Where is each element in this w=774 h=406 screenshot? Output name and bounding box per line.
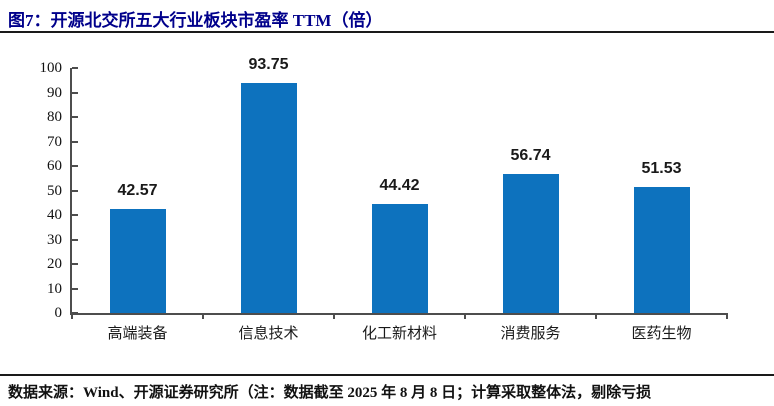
bar-value-label: 56.74 [510, 146, 551, 164]
y-axis-tick [72, 91, 78, 94]
x-axis-tick [595, 313, 597, 319]
bar-value-label: 51.53 [641, 159, 682, 177]
figure-title: 图7：开源北交所五大行业板块市盈率 TTM（倍） [8, 11, 383, 30]
bar [109, 208, 166, 313]
x-tick-label: 化工新材料 [361, 326, 437, 342]
y-tick-label: 90 [47, 84, 62, 101]
bar-chart: 0 10 20 30 40 50 60 70 80 90 100 42.57 高端装备 93.75 信息技术… [39, 56, 728, 342]
y-tick-label: 80 [47, 109, 62, 125]
source-note: 数据来源：Wind、开源证券研究所（注：数据截至 2025 年 8 月 8 日；… [8, 385, 652, 401]
y-axis-tick [72, 312, 78, 314]
x-tick-label: 信息技术 [238, 326, 299, 342]
y-axis-tick [72, 165, 78, 167]
y-axis-tick [72, 214, 78, 216]
y-tick-label: 30 [47, 231, 62, 248]
bar-value-label: 42.57 [117, 181, 158, 199]
bar [502, 173, 559, 313]
y-axis-tick [72, 67, 78, 69]
bar [240, 83, 297, 313]
y-tick-label: 100 [39, 60, 63, 76]
y-tick-label: 0 [54, 305, 63, 321]
x-axis-tick [726, 313, 728, 319]
x-axis-tick [464, 313, 466, 319]
y-axis-tick [72, 189, 78, 192]
y-tick-label: 70 [47, 133, 62, 150]
y-axis-tick [72, 263, 78, 265]
y-tick-label: 50 [47, 182, 62, 199]
footer-divider [0, 374, 774, 376]
x-axis-tick [202, 313, 204, 319]
y-axis-tick [72, 287, 78, 290]
y-tick-label: 20 [47, 256, 62, 272]
y-tick-label: 10 [47, 280, 62, 297]
x-axis-tick [333, 313, 335, 319]
x-tick-label: 消费服务 [500, 326, 561, 342]
x-tick-label: 医药生物 [631, 326, 692, 342]
bar-value-label: 93.75 [248, 56, 289, 74]
y-tick-label: 60 [47, 158, 62, 174]
y-axis-line [70, 68, 72, 315]
x-axis-line [70, 313, 727, 315]
bar-value-label: 44.42 [379, 177, 420, 195]
title-divider [0, 31, 774, 33]
bar [371, 204, 428, 313]
x-tick-label: 高端装备 [107, 326, 168, 342]
y-axis-tick [72, 140, 78, 143]
y-axis-tick [72, 116, 78, 118]
y-axis-tick [72, 238, 78, 241]
y-tick-label: 40 [47, 207, 62, 223]
bar [633, 186, 690, 313]
x-axis-tick [71, 313, 73, 319]
